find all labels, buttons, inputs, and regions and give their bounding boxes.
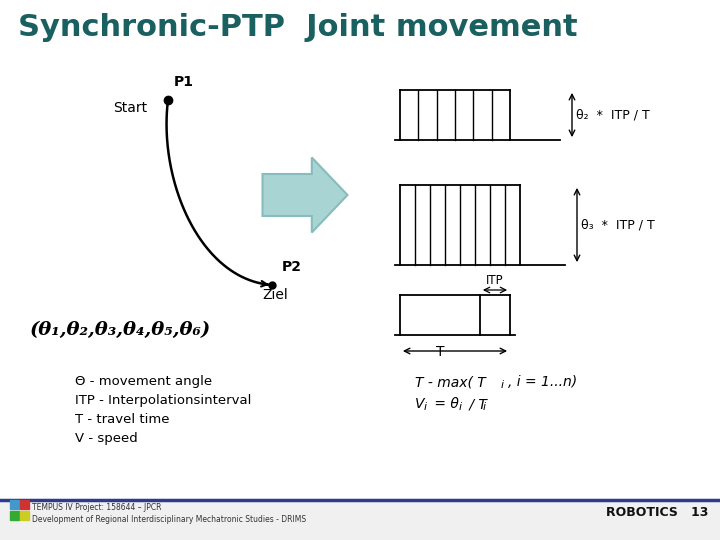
Bar [10,511,19,520]
Text: Ziel: Ziel [262,288,288,302]
Text: i: i [501,380,504,390]
Text: i: i [483,402,486,412]
Text: Θ - movement angle: Θ - movement angle [75,375,212,388]
Text: , i = 1...n): , i = 1...n) [508,375,577,389]
Bar [10,500,19,509]
Text: P2: P2 [282,260,302,274]
Text: Start: Start [113,101,147,115]
Text: T: T [436,345,444,359]
Bar [20,511,29,520]
Text: V - speed: V - speed [75,432,138,445]
Bar [0,500,720,540]
Text: / T: / T [465,397,487,411]
Text: P1: P1 [174,75,194,89]
Text: Development of Regional Interdisciplinary Mechatronic Studies - DRIMS: Development of Regional Interdisciplinar… [32,516,306,524]
Text: i: i [424,402,427,412]
Text: (θ₁,θ₂,θ₃,θ₄,θ₅,θ₆): (θ₁,θ₂,θ₃,θ₄,θ₅,θ₆) [30,321,211,339]
Text: = θ: = θ [430,397,459,411]
Text: ITP: ITP [486,274,504,287]
Text: ROBOTICS   13: ROBOTICS 13 [606,507,708,519]
Bar [20,500,29,509]
Text: ITP - Interpolationsinterval: ITP - Interpolationsinterval [75,394,251,407]
Text: TEMPUS IV Project: 158644 – JPCR: TEMPUS IV Project: 158644 – JPCR [32,503,161,511]
Text: V: V [415,397,425,411]
Text: θ₃  *  ITP / T: θ₃ * ITP / T [581,219,654,232]
Text: θ₂  *  ITP / T: θ₂ * ITP / T [576,109,649,122]
Text: Synchronic-PTP  Joint movement: Synchronic-PTP Joint movement [18,14,577,43]
Text: T - max( T: T - max( T [415,375,486,389]
Text: i: i [459,402,462,412]
Polygon shape [263,158,348,233]
Text: T - travel time: T - travel time [75,413,169,426]
